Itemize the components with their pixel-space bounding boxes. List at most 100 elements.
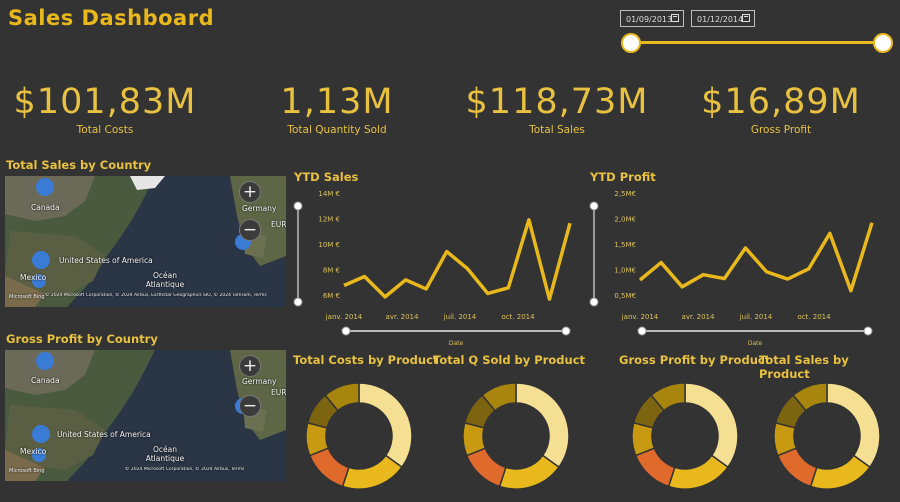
map-label-canada: Canada [31,376,60,385]
y-axis-slider-handle[interactable] [589,201,599,211]
kpi-total-quantity-sold: 1,13M Total Quantity Sold [237,82,437,136]
x-tick-label: janv. 2014 [325,313,363,321]
map-label-canada: Canada [31,203,60,212]
y-tick-label: 14M € [318,190,340,198]
line-chart-svg: 14M € 12M € 10M € 8M € 6M € janv. 2014 avr. 20… [293,190,572,347]
map-label-mexico: Mexico [20,273,47,282]
map-label-eur: EUR [271,388,286,397]
donut-slice[interactable] [667,454,729,490]
data-bubble-usa[interactable] [32,251,50,269]
chart-title: Total Sales by Product [759,353,849,381]
kpi-label: Total Costs [76,124,134,136]
sales-by-product-donut[interactable] [773,382,881,490]
bing-logo: Microsoft Bing [9,468,45,474]
calendar-icon[interactable] [742,14,750,22]
donut-slice[interactable] [809,454,871,490]
chart-title: Gross Profit by Product [619,353,771,367]
map-label-usa: United States of America [59,256,153,265]
start-date-value: 01/09/2013 [626,15,673,24]
start-date-input[interactable]: 01/09/2013 [620,10,684,27]
map-label-ocean: Océan Atlantique [145,445,185,463]
date-range-end-handle[interactable] [873,33,893,53]
map-attribution[interactable]: © 2024 Microsoft Corporation, © 2024 Air… [125,467,245,472]
x-tick-label: oct. 2014 [501,313,535,321]
x-axis-title: Date [748,340,763,347]
y-tick-label: 6M € [323,292,340,300]
calendar-icon[interactable] [671,14,679,22]
y-tick-label: 2,0M€ [614,216,636,224]
kpi-value: $16,89M [701,82,861,122]
kpi-label: Total Quantity Sold [287,124,387,136]
data-bubble-usa[interactable] [32,425,50,443]
x-tick-label: juil. 2014 [443,313,477,321]
y-tick-label: 2,5M€ [614,190,636,198]
y-tick-label: 0,5M€ [614,292,636,300]
zoom-in-button[interactable]: + [239,181,261,203]
ytd-profit-chart[interactable]: 2,5M€ 2,0M€ 1,5M€ 1,0M€ 0,5M€ janv. 2014 avr. … [588,188,886,348]
map-label-mexico: Mexico [20,447,47,456]
x-axis-slider-handle[interactable] [341,326,351,336]
y-tick-label: 8M € [323,267,340,275]
x-tick-label: avr. 2014 [682,313,715,321]
sales-by-country-map[interactable]: Canada United States of America Mexico G… [5,176,286,307]
x-axis-title: Date [449,340,464,347]
x-tick-label: juil. 2014 [739,313,773,321]
end-date-value: 01/12/2014 [697,15,744,24]
x-tick-label: avr. 2014 [386,313,419,321]
quantity-sold-by-product-donut[interactable] [462,382,570,490]
donut-slice[interactable] [792,382,828,412]
map-title: Gross Profit by Country [6,332,158,346]
kpi-label: Total Sales [529,124,585,136]
y-axis-slider-handle[interactable] [293,201,303,211]
y-tick-label: 10M € [318,241,340,249]
page-title: Sales Dashboard [8,6,215,30]
date-range-start-handle[interactable] [621,33,641,53]
donut-slice[interactable] [481,382,517,412]
chart-title: Total Q Sold by Product [433,353,586,367]
kpi-value: 1,13M [280,82,394,122]
costs-by-product-donut[interactable] [305,382,413,490]
gross-profit-by-country-map[interactable]: Canada United States of America Mexico G… [5,350,286,481]
map-label-eur: EUR [271,220,286,229]
chart-title: Total Costs by Product [293,353,439,367]
end-date-input[interactable]: 01/12/2014 [691,10,755,27]
kpi-total-costs: $101,83M Total Costs [5,82,205,136]
kpi-total-sales: $118,73M Total Sales [457,82,657,136]
map-label-germany: Germany [242,204,277,213]
zoom-out-button[interactable]: − [239,219,261,241]
y-axis-slider-handle[interactable] [589,297,599,307]
y-tick-label: 12M € [318,216,340,224]
data-bubble-canada[interactable] [36,352,54,370]
gross-profit-by-product-donut[interactable] [631,382,739,490]
y-axis-slider-handle[interactable] [293,297,303,307]
data-bubble-canada[interactable] [36,178,54,196]
kpi-value: $101,83M [13,82,197,122]
zoom-out-button[interactable]: − [239,395,261,417]
data-bubble-mexico[interactable] [32,274,46,288]
x-axis-slider-handle[interactable] [863,326,873,336]
kpi-gross-profit: $16,89M Gross Profit [681,82,881,136]
zoom-in-button[interactable]: + [239,355,261,377]
map-attribution[interactable]: © 2024 Microsoft Corporation, © 2024 Air… [45,293,267,298]
data-bubble-mexico[interactable] [32,448,46,462]
map-label-usa: United States of America [57,430,151,439]
series-line[interactable] [638,222,874,293]
y-tick-label: 1,5M€ [614,241,636,249]
kpi-label: Gross Profit [750,124,812,136]
x-axis-slider-handle[interactable] [561,326,571,336]
map-title: Total Sales by Country [6,158,152,172]
chart-title: YTD Sales [294,170,359,184]
donut-slice[interactable] [341,454,403,490]
bing-logo: Microsoft Bing [9,294,45,300]
donut-slice[interactable] [324,382,360,412]
y-tick-label: 1,0M€ [614,267,636,275]
map-label-germany: Germany [242,377,277,386]
x-axis-slider-handle[interactable] [637,326,647,336]
donut-slice[interactable] [650,382,686,412]
map-label-ocean: Océan Atlantique [145,271,185,289]
ytd-sales-chart[interactable]: 14M € 12M € 10M € 8M € 6M € janv. 2014 avr. 20… [292,188,584,348]
donut-slice[interactable] [498,454,560,490]
date-range-track[interactable] [630,41,883,44]
x-tick-label: janv. 2014 [621,313,659,321]
series-line[interactable] [343,218,572,301]
